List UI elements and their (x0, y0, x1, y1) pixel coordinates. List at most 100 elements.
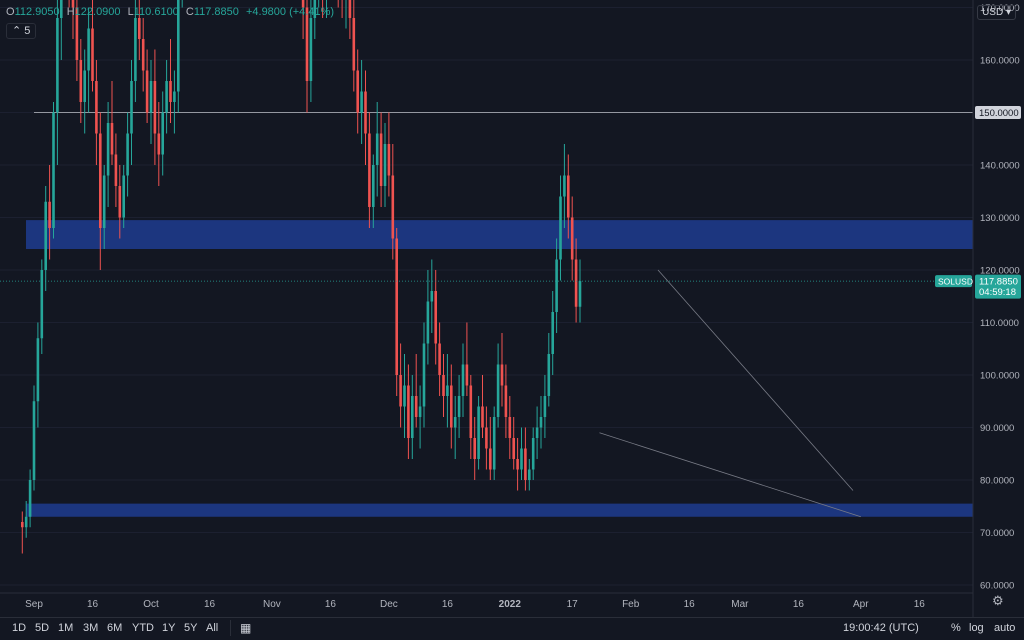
candle-body (165, 81, 168, 113)
change-value: +4.9800 (+4.41%) (245, 6, 335, 18)
candle-body (106, 123, 110, 176)
candle-body (48, 201, 51, 228)
open-label: O (6, 6, 15, 18)
y-tick-label: 140.0000 (980, 161, 1020, 172)
candle-body (403, 385, 406, 407)
range-1y-button[interactable]: 1Y (162, 622, 176, 634)
candle-body (91, 28, 94, 81)
gear-icon[interactable]: ⚙ (992, 593, 1004, 608)
candle-body (543, 396, 547, 417)
candle-body (360, 91, 363, 113)
ohlc-legend: O112.9050 H122.0900 L110.6100 C117.8850 … (6, 6, 338, 18)
candle-body (563, 175, 566, 197)
x-tick-label: 16 (325, 599, 337, 610)
range-1m-button[interactable]: 1M (58, 622, 74, 634)
price-zone (26, 503, 973, 517)
candle-body (95, 81, 98, 134)
candle-body (434, 291, 437, 344)
x-tick-label: Nov (263, 599, 281, 610)
candle-body (457, 396, 461, 417)
range-ytd-button[interactable]: YTD (132, 622, 154, 634)
candle-body (442, 375, 445, 396)
candle-body (578, 281, 582, 307)
candle-body (177, 0, 180, 92)
price-level-lines (34, 112, 973, 113)
candle-body (496, 364, 500, 417)
candle-body (379, 133, 383, 186)
candle-body (102, 175, 106, 228)
candle-body (99, 133, 102, 228)
percent-toggle[interactable]: % (951, 622, 961, 634)
trendline (599, 432, 861, 518)
price-axis-tags: 250.0000202.0000175.0000150.0000SOLUSD11… (935, 106, 1021, 299)
toolbar-divider (230, 620, 231, 636)
x-tick-label: 16 (793, 599, 805, 610)
last-price-tag (975, 274, 1021, 299)
candle-body (481, 406, 484, 428)
trendlines (599, 269, 861, 518)
low-label: L (127, 6, 134, 18)
candle-body (407, 385, 410, 438)
x-tick-label: Feb (622, 599, 640, 610)
auto-toggle[interactable]: auto (994, 622, 1016, 634)
y-tick-label: 120.0000 (980, 266, 1020, 277)
candle-body (570, 217, 574, 260)
candle-body (450, 385, 453, 428)
lot-size-toggle[interactable]: ⌃ 5 (6, 23, 37, 39)
calendar-range-icon[interactable]: ▦ (240, 621, 252, 635)
close-label: C (185, 6, 194, 18)
log-toggle[interactable]: log (969, 622, 984, 634)
y-tick-label: 60.0000 (980, 581, 1014, 592)
candle-body (524, 448, 527, 480)
candle-body (145, 70, 149, 113)
candle-body (383, 144, 387, 186)
currency-selector[interactable]: USD ▾ (977, 5, 1016, 20)
candle-body (485, 427, 488, 449)
range-1d-button[interactable]: 1D (12, 622, 27, 634)
candle-body (489, 448, 492, 470)
candle-body (422, 343, 426, 407)
currency-label: USD (982, 7, 1004, 18)
candle-body (32, 401, 36, 480)
range-6m-button[interactable]: 6M (107, 622, 123, 634)
candle-body (551, 312, 554, 354)
candle-body (60, 0, 63, 18)
candle-body (372, 165, 375, 207)
candle-body (157, 133, 161, 155)
candle-body (44, 201, 47, 270)
x-tick-label: 16 (914, 599, 926, 610)
x-tick-label: Oct (143, 599, 159, 610)
range-all-button[interactable]: All (206, 622, 219, 634)
candle-body (134, 18, 137, 81)
candle-body (531, 438, 535, 470)
y-tick-label: 170.0000 (980, 3, 1020, 14)
open-value: 112.9050 (14, 6, 60, 18)
candle-body (141, 39, 145, 71)
candle-body (477, 406, 480, 459)
candle-body (391, 175, 395, 239)
time-axis: Sep 16 Oct 16 Nov 16 Dec 16 2022 17 Feb 16 Mar 16 Apr 1… (25, 599, 925, 610)
candle-body (301, 0, 305, 8)
range-5y-button[interactable]: 5Y (184, 622, 198, 634)
symbol-tag (935, 275, 972, 288)
x-tick-label: 17 (567, 599, 579, 610)
candle-body (508, 417, 512, 438)
y-tick-label: 90.0000 (980, 423, 1014, 434)
candle-body (520, 448, 523, 470)
x-tick-label: Apr (853, 599, 869, 610)
candle-body (153, 81, 157, 134)
chevron-up-icon: ⌃ (12, 25, 22, 37)
candle-body (387, 144, 391, 176)
candle-body (83, 70, 86, 102)
y-tick-label: 110.0000 (980, 318, 1019, 329)
close-value: 117.8850 (193, 6, 239, 18)
candle-body (574, 259, 578, 307)
candle-body (24, 516, 28, 528)
range-3m-button[interactable]: 3M (83, 622, 99, 634)
candle-body (395, 238, 398, 375)
clock-time[interactable]: 19:00:42 (UTC) (843, 622, 919, 634)
candle-body (126, 133, 129, 176)
candle-body (75, 7, 79, 60)
range-5d-button[interactable]: 5D (35, 622, 50, 634)
